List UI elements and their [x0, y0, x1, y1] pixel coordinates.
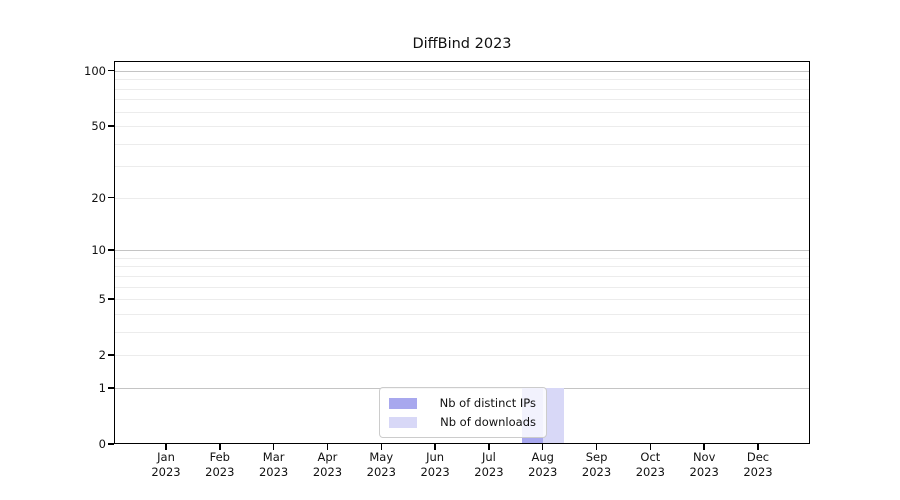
- y-axis-tick: [108, 70, 114, 72]
- y-axis-tick: [108, 125, 114, 127]
- gridline-minor: [114, 355, 810, 357]
- x-tick-month: May: [369, 450, 394, 464]
- y-axis-tick: [108, 387, 114, 389]
- x-tick-year: 2023: [258, 465, 289, 479]
- legend-item-distinct-ips: Nb of distinct IPs: [389, 396, 536, 410]
- x-tick-month: Nov: [692, 450, 716, 464]
- y-axis-tick-label: 2: [98, 348, 106, 363]
- y-axis-tick-label: 50: [91, 119, 106, 134]
- x-tick-year: 2023: [528, 465, 558, 479]
- x-tick-year: 2023: [366, 465, 396, 479]
- gridline-minor: [114, 257, 810, 259]
- x-tick-year: 2023: [312, 465, 343, 479]
- legend-swatch-distinct-ips-icon: [389, 397, 417, 409]
- x-axis-tick-label: Jul 2023: [457, 450, 521, 480]
- legend-label-distinct-ips: Nb of distinct IPs: [439, 396, 536, 410]
- legend-label-downloads: Nb of downloads: [440, 415, 536, 429]
- y-axis-tick-label: 1: [98, 380, 106, 395]
- x-tick-year: 2023: [205, 465, 235, 479]
- gridline-minor: [114, 286, 810, 288]
- x-axis-tick-label: Jan 2023: [134, 450, 198, 480]
- x-tick-month: Jul: [481, 450, 496, 464]
- x-axis-tick-label: Jun 2023: [403, 450, 467, 480]
- x-tick-month: Jun: [426, 450, 445, 464]
- plot-area: Nb of distinct IPs Nb of downloads: [108, 61, 810, 450]
- bar-downloads: [542, 387, 564, 444]
- y-axis-tick-label: 5: [98, 292, 106, 307]
- x-axis-tick: [488, 444, 490, 450]
- x-axis-tick-label: May 2023: [349, 450, 413, 480]
- x-axis-tick-label: Apr 2023: [295, 450, 359, 480]
- x-axis-tick-label: Feb 2023: [188, 450, 252, 480]
- x-tick-month: Mar: [262, 450, 285, 464]
- gridline-minor: [114, 79, 810, 81]
- legend: Nb of distinct IPs Nb of downloads: [379, 387, 547, 438]
- legend-swatch-downloads-icon: [389, 416, 417, 428]
- gridline-major: [114, 250, 810, 252]
- x-tick-year: 2023: [151, 465, 181, 479]
- x-axis-tick-label: Sep 2023: [565, 450, 629, 480]
- x-axis-tick: [542, 444, 544, 450]
- gridline-minor: [114, 313, 810, 315]
- x-axis-tick-label: Aug 2023: [511, 450, 575, 480]
- y-axis-tick-label: 20: [91, 190, 106, 205]
- gridline-minor: [114, 126, 810, 128]
- gridline-minor: [114, 99, 810, 101]
- gridline-minor: [114, 331, 810, 333]
- gridline-minor: [114, 299, 810, 301]
- y-axis-tick: [108, 197, 114, 199]
- x-tick-month: Jan: [157, 450, 175, 464]
- y-axis-tick-label: 0: [98, 437, 106, 451]
- x-tick-month: Oct: [640, 450, 661, 464]
- x-tick-month: Dec: [746, 450, 770, 464]
- x-tick-year: 2023: [474, 465, 504, 479]
- x-axis-tick-label: Mar 2023: [242, 450, 306, 480]
- x-axis-tick-label: Nov 2023: [672, 450, 736, 480]
- x-axis-tick: [165, 444, 167, 450]
- x-axis-tick: [595, 444, 598, 450]
- x-tick-month: Apr: [317, 450, 338, 464]
- chart-title: DiffBind 2023: [412, 36, 512, 52]
- y-axis-tick: [108, 249, 114, 251]
- y-axis-tick-label: 10: [91, 243, 106, 258]
- y-axis-tick-label: 100: [84, 63, 106, 78]
- x-axis-tick-label: Dec 2023: [726, 450, 790, 480]
- x-tick-year: 2023: [420, 465, 450, 479]
- x-tick-month: Aug: [531, 450, 554, 464]
- gridline-minor: [114, 197, 810, 199]
- x-axis-tick: [326, 444, 329, 450]
- x-axis-tick: [219, 444, 221, 450]
- x-tick-year: 2023: [743, 465, 773, 479]
- gridline-minor: [114, 111, 810, 113]
- x-axis-tick: [272, 444, 275, 450]
- y-axis-tick: [108, 443, 114, 445]
- y-axis-tick: [108, 298, 114, 300]
- x-axis-tick: [649, 444, 652, 450]
- y-axis-tick: [108, 354, 114, 356]
- x-tick-year: 2023: [635, 465, 665, 479]
- x-axis-tick: [757, 444, 759, 450]
- legend-item-downloads: Nb of downloads: [389, 415, 536, 429]
- gridline-minor: [114, 275, 810, 277]
- gridline-minor: [114, 166, 810, 168]
- x-tick-year: 2023: [689, 465, 719, 479]
- x-axis-tick: [703, 444, 705, 450]
- x-tick-month: Sep: [585, 450, 608, 464]
- x-axis-tick-label: Oct 2023: [618, 450, 682, 480]
- x-tick-month: Feb: [209, 450, 230, 464]
- gridline-minor: [114, 266, 810, 268]
- x-axis-tick: [434, 444, 436, 450]
- gridline-minor: [114, 143, 810, 145]
- gridline-major: [114, 70, 810, 72]
- x-tick-year: 2023: [581, 465, 612, 479]
- x-axis-tick: [380, 444, 382, 450]
- gridline-minor: [114, 88, 810, 90]
